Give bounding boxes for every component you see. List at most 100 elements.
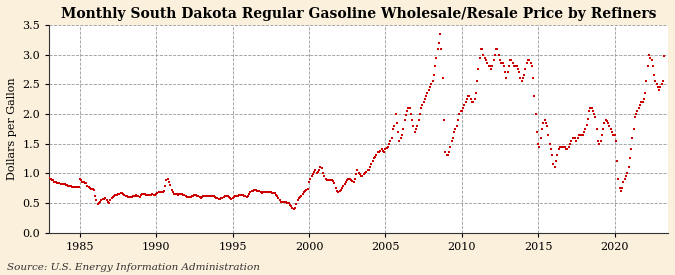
Point: [117, 192, 128, 196]
Point: [269, 191, 280, 196]
Point: [115, 191, 126, 196]
Point: [84, 186, 95, 190]
Point: [531, 130, 542, 134]
Point: [570, 135, 580, 140]
Point: [497, 61, 508, 66]
Point: [173, 192, 184, 197]
Point: [542, 123, 553, 128]
Point: [491, 46, 502, 51]
Point: [521, 61, 532, 66]
Point: [637, 100, 648, 104]
Point: [572, 135, 583, 140]
Point: [235, 192, 246, 197]
Point: [294, 196, 304, 200]
Point: [463, 94, 474, 98]
Point: [254, 189, 265, 193]
Point: [547, 153, 558, 158]
Point: [347, 179, 358, 183]
Point: [157, 190, 168, 194]
Point: [557, 144, 568, 149]
Point: [594, 141, 605, 146]
Point: [363, 168, 374, 172]
Point: [626, 147, 637, 152]
Point: [329, 181, 340, 186]
Point: [55, 182, 66, 186]
Point: [111, 192, 122, 197]
Point: [268, 191, 279, 195]
Point: [443, 150, 454, 155]
Point: [140, 192, 151, 197]
Point: [508, 64, 519, 69]
Point: [645, 55, 655, 60]
Point: [130, 193, 141, 197]
Point: [90, 194, 101, 198]
Point: [548, 162, 559, 166]
Point: [427, 79, 438, 83]
Point: [486, 67, 497, 72]
Point: [244, 192, 254, 196]
Point: [512, 67, 523, 72]
Point: [370, 154, 381, 159]
Point: [478, 52, 489, 57]
Point: [151, 192, 161, 196]
Point: [153, 190, 164, 194]
Point: [475, 46, 486, 51]
Point: [255, 190, 266, 194]
Point: [68, 185, 79, 190]
Point: [106, 196, 117, 200]
Point: [616, 189, 626, 193]
Point: [320, 177, 331, 181]
Point: [263, 190, 273, 194]
Point: [496, 61, 507, 66]
Point: [393, 130, 404, 134]
Point: [505, 58, 516, 63]
Point: [248, 189, 259, 193]
Point: [524, 58, 535, 63]
Point: [159, 189, 169, 193]
Point: [133, 194, 144, 199]
Point: [61, 183, 72, 187]
Point: [144, 192, 155, 197]
Point: [492, 46, 503, 51]
Point: [45, 176, 56, 181]
Point: [364, 165, 375, 169]
Point: [381, 146, 392, 150]
Point: [604, 123, 615, 128]
Point: [483, 64, 494, 69]
Point: [600, 118, 611, 122]
Point: [333, 190, 344, 194]
Point: [173, 192, 184, 196]
Point: [236, 192, 247, 197]
Point: [123, 195, 134, 199]
Point: [495, 58, 506, 63]
Point: [258, 190, 269, 194]
Point: [234, 193, 244, 197]
Point: [396, 133, 407, 137]
Point: [452, 123, 462, 128]
Point: [403, 106, 414, 110]
Point: [554, 144, 565, 149]
Point: [100, 196, 111, 200]
Point: [456, 109, 467, 113]
Point: [459, 103, 470, 107]
Point: [511, 64, 522, 69]
Point: [298, 190, 309, 194]
Point: [510, 64, 520, 69]
Point: [107, 195, 118, 199]
Point: [81, 181, 92, 186]
Point: [160, 184, 171, 188]
Point: [219, 194, 230, 198]
Point: [358, 172, 369, 177]
Point: [83, 185, 94, 190]
Point: [612, 159, 622, 164]
Point: [221, 194, 232, 198]
Point: [630, 115, 641, 119]
Point: [198, 194, 209, 199]
Point: [279, 199, 290, 204]
Point: [350, 177, 360, 181]
Point: [117, 191, 128, 195]
Point: [544, 141, 555, 146]
Point: [567, 135, 578, 140]
Point: [518, 76, 529, 81]
Point: [78, 180, 89, 184]
